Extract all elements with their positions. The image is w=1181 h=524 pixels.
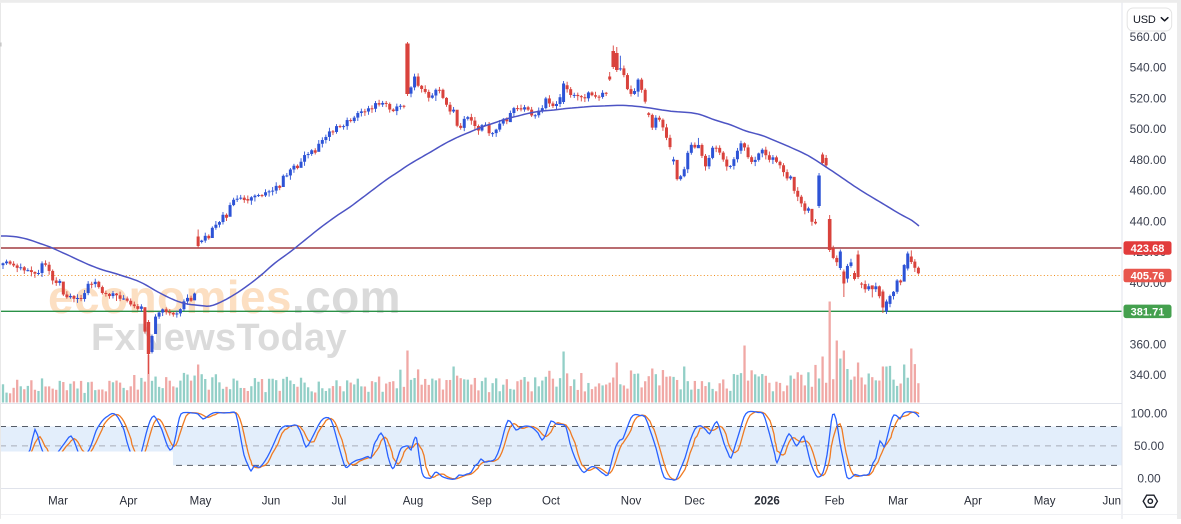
- svg-text:Apr: Apr: [964, 496, 982, 508]
- svg-text:May: May: [1034, 496, 1056, 508]
- svg-text:Jun: Jun: [262, 496, 281, 508]
- svg-text:100.00: 100.00: [1131, 407, 1168, 421]
- svg-text:460.00: 460.00: [1130, 184, 1167, 198]
- svg-text:520.00: 520.00: [1130, 91, 1167, 105]
- svg-text:May: May: [190, 496, 212, 508]
- svg-text:Apr: Apr: [120, 496, 138, 508]
- svg-text:Mar: Mar: [888, 496, 908, 508]
- svg-text:2026: 2026: [754, 496, 780, 508]
- svg-text:405.76: 405.76: [1131, 271, 1165, 283]
- svg-text:Aug: Aug: [403, 496, 423, 508]
- svg-text:480.00: 480.00: [1130, 153, 1167, 167]
- svg-text:FxNewsToday: FxNewsToday: [91, 317, 347, 359]
- svg-text:50.00: 50.00: [1134, 439, 1164, 453]
- svg-text:540.00: 540.00: [1130, 61, 1167, 75]
- svg-text:Feb: Feb: [825, 496, 845, 508]
- svg-text:340.00: 340.00: [1130, 368, 1167, 382]
- svg-text:USD: USD: [1133, 14, 1156, 26]
- svg-text:economies.com: economies.com: [48, 271, 401, 323]
- svg-text:423.68: 423.68: [1131, 243, 1165, 255]
- svg-text:Mar: Mar: [48, 496, 68, 508]
- svg-text:Jul: Jul: [332, 496, 347, 508]
- svg-text:Oct: Oct: [542, 496, 561, 508]
- svg-text:360.00: 360.00: [1130, 337, 1167, 351]
- svg-text:381.71: 381.71: [1131, 306, 1165, 318]
- svg-text:560.00: 560.00: [1130, 30, 1167, 44]
- svg-text:Sep: Sep: [471, 496, 491, 508]
- svg-text:500.00: 500.00: [1130, 122, 1167, 136]
- svg-text:Nov: Nov: [621, 496, 642, 508]
- svg-text:0.00: 0.00: [1137, 471, 1161, 485]
- svg-text:Dec: Dec: [684, 496, 705, 508]
- svg-text:440.00: 440.00: [1130, 214, 1167, 228]
- svg-text:Jun: Jun: [1103, 496, 1122, 508]
